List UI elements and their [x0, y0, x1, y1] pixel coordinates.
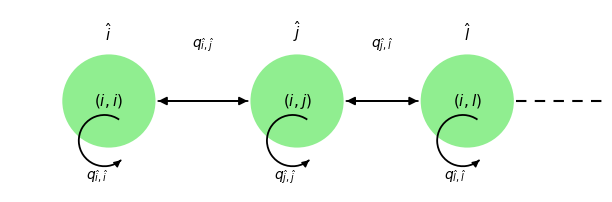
Text: $\hat{i}$: $\hat{i}$	[105, 22, 113, 44]
Text: $q_{\hat{i},\hat{j}}$: $q_{\hat{i},\hat{j}}$	[192, 36, 214, 55]
Text: $q_{\hat{j},\hat{l}}$: $q_{\hat{j},\hat{l}}$	[371, 36, 394, 55]
Text: $(i,i)$: $(i,i)$	[94, 92, 123, 110]
Text: $\hat{l}$: $\hat{l}$	[464, 22, 471, 44]
Text: $\hat{j}$: $\hat{j}$	[293, 19, 301, 44]
Text: $(i,l)$: $(i,l)$	[453, 92, 482, 110]
Circle shape	[420, 54, 514, 148]
Text: $q_{\hat{j},\hat{j}}$: $q_{\hat{j},\hat{j}}$	[274, 169, 296, 187]
Text: $q_{\hat{i},\hat{i}}$: $q_{\hat{i},\hat{i}}$	[86, 169, 108, 186]
Text: $(i,j)$: $(i,j)$	[283, 92, 312, 110]
Circle shape	[250, 54, 343, 148]
Circle shape	[62, 54, 155, 148]
Text: $q_{\hat{l},\hat{l}}$: $q_{\hat{l},\hat{l}}$	[444, 169, 466, 186]
